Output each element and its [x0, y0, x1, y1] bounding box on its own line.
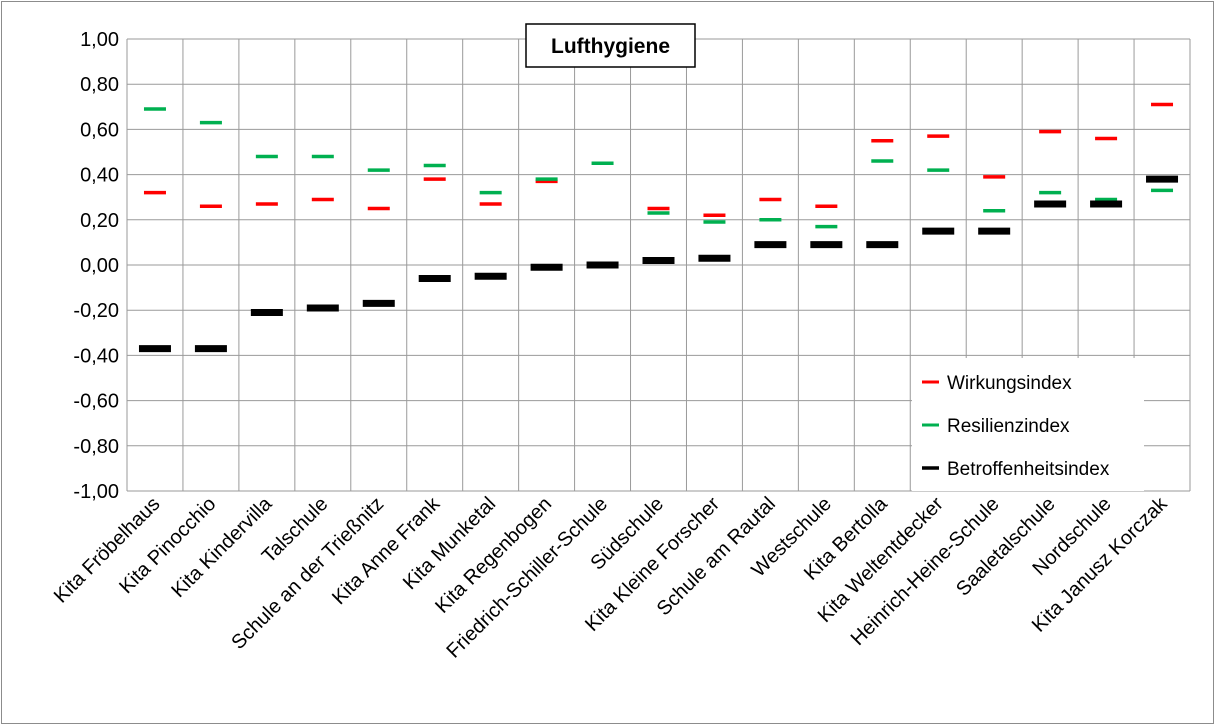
- legend-label: Resilienzindex: [947, 416, 1070, 437]
- category-label: Kita Pinocchio: [115, 493, 220, 598]
- y-tick-label: -0,40: [73, 345, 119, 367]
- y-tick-label: -0,20: [73, 300, 119, 322]
- chart-title: Lufthygiene: [525, 23, 696, 68]
- y-tick-label: -1,00: [73, 481, 119, 503]
- y-tick-label: 0,00: [80, 255, 119, 277]
- y-tick-label: -0,60: [73, 391, 119, 413]
- category-label: Kita Kindervilla: [167, 492, 277, 602]
- data-marks: [138, 102, 1179, 353]
- gridlines: [126, 38, 1191, 492]
- y-tick-label: 0,80: [80, 74, 119, 96]
- y-tick-labels: 1,00 0,80 0,60 0,40 0,20 0,00 -0,20 -0,40 -0,60 -…: [73, 29, 119, 503]
- y-tick-label: 0,20: [80, 210, 119, 232]
- category-label: Saaletalschule: [952, 493, 1060, 601]
- legend-label: Betroffenheitsindex: [947, 459, 1110, 480]
- legend-label: Wirkungsindex: [947, 373, 1072, 394]
- title-box-border: [525, 23, 696, 68]
- y-tick-label: -0,80: [73, 436, 119, 458]
- y-tick-label: 0,60: [80, 119, 119, 141]
- y-tick-label: 0,40: [80, 165, 119, 187]
- y-tick-label: 1,00: [80, 29, 119, 51]
- chart-title-text: Lufthygiene: [551, 35, 670, 58]
- legend: Wirkungsindex Resilienzindex Betroffenheit…: [912, 358, 1144, 491]
- legend-box: [912, 358, 1144, 491]
